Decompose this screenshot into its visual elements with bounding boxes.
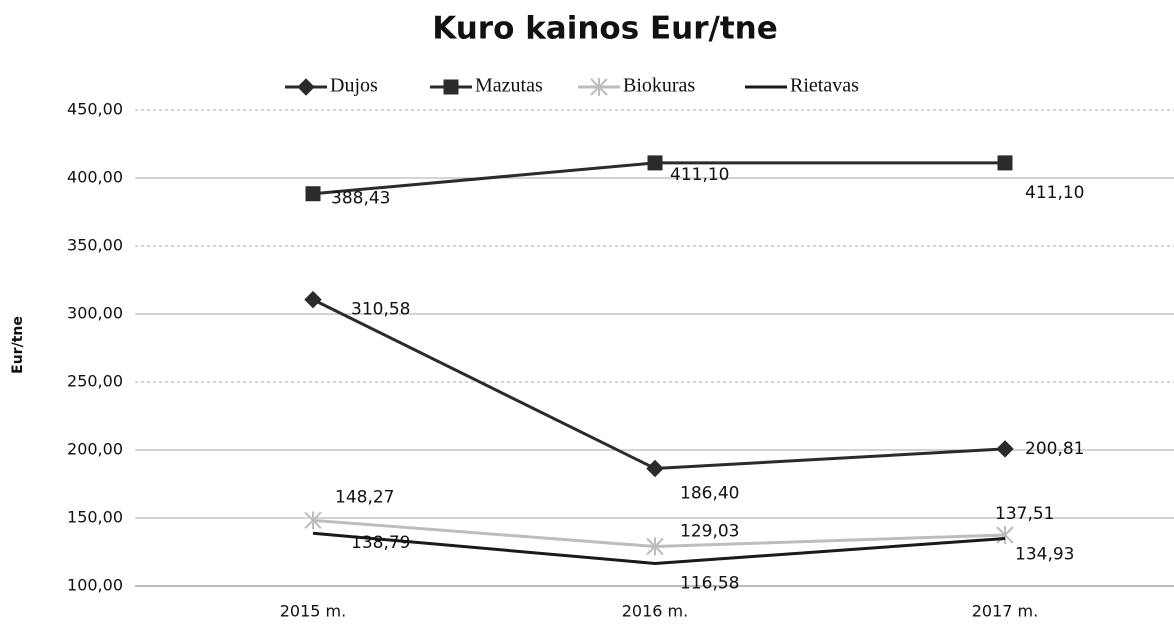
data-label: 388,43 — [331, 189, 390, 209]
data-label: 310,58 — [351, 300, 410, 320]
chart-title: Kuro kainos Eur/tne — [432, 11, 777, 47]
y-tick-label: 200,00 — [67, 440, 123, 459]
y-tick-label: 350,00 — [67, 236, 123, 255]
data-label: 411,10 — [1025, 183, 1084, 203]
legend-label: Dujos — [330, 75, 378, 97]
data-label: 116,58 — [680, 573, 739, 593]
y-tick-label: 150,00 — [67, 508, 123, 527]
x-tick-label: 2017 m. — [972, 602, 1038, 621]
data-label: 138,79 — [351, 533, 410, 553]
y-tick-label: 100,00 — [67, 576, 123, 595]
y-tick-label: 450,00 — [67, 100, 123, 119]
legend-label: Rietavas — [790, 75, 859, 97]
line — [312, 298, 1006, 471]
line — [312, 531, 1006, 565]
legend-label: Mazutas — [475, 75, 543, 97]
marker — [304, 511, 322, 530]
data-label: 200,81 — [1025, 439, 1084, 459]
marker — [305, 186, 321, 202]
marker — [646, 459, 664, 478]
data-label: 411,10 — [670, 165, 729, 185]
marker — [647, 155, 663, 171]
marker — [996, 440, 1014, 458]
data-label: 148,27 — [335, 487, 394, 507]
marker — [997, 155, 1013, 171]
data-label: 129,03 — [680, 522, 739, 542]
marker — [646, 537, 664, 556]
data-label: 134,93 — [1015, 544, 1074, 564]
legend-label: Biokuras — [623, 75, 695, 97]
y-tick-label: 300,00 — [67, 304, 123, 323]
x-tick-label: 2015 m. — [280, 602, 346, 621]
legend-marker — [297, 78, 315, 96]
marker — [304, 290, 322, 309]
legend-marker — [590, 78, 608, 96]
data-label: 186,40 — [680, 483, 739, 503]
y-axis-label: Eur/tne — [10, 316, 26, 374]
x-tick-label: 2016 m. — [622, 602, 688, 621]
y-tick-label: 250,00 — [67, 372, 123, 391]
y-tick-label: 400,00 — [67, 168, 123, 187]
data-label: 137,51 — [995, 504, 1054, 524]
legend-marker — [443, 79, 459, 95]
